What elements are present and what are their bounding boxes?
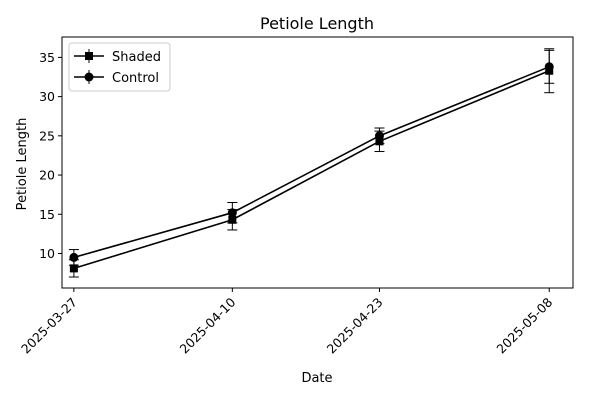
- data-point-control: [69, 252, 79, 262]
- series-line-control: [73, 66, 550, 259]
- y-axis-label: Petiole Length: [15, 118, 30, 211]
- legend-box: [68, 42, 171, 92]
- y-tick-label: 25: [39, 128, 55, 143]
- y-tick-label: 10: [39, 246, 55, 261]
- legend-label-control: Control: [112, 71, 159, 86]
- y-tick-label: 30: [39, 89, 55, 104]
- data-point-control: [374, 131, 384, 141]
- series-line-shaded: [73, 69, 550, 270]
- data-point-shaded: [69, 264, 78, 273]
- data-point-control: [544, 62, 554, 72]
- legend: Shaded Control: [68, 42, 171, 92]
- y-tick-label: 15: [39, 207, 55, 222]
- chart-title: Petiole Length: [260, 14, 374, 33]
- legend-label-shaded: Shaded: [112, 50, 161, 65]
- data-point-control: [227, 208, 237, 218]
- plot-frame: [61, 36, 574, 289]
- y-tick-label: 20: [39, 168, 55, 183]
- x-axis-label: Date: [301, 371, 332, 386]
- y-tick-label: 35: [39, 50, 55, 65]
